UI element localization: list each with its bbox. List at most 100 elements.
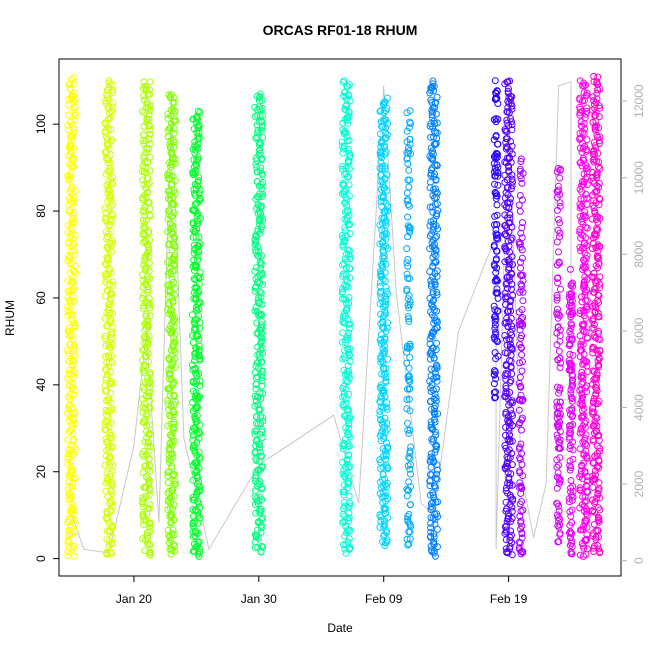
- data-point: [583, 306, 591, 313]
- data-point: [403, 535, 411, 543]
- data-point: [404, 160, 412, 167]
- data-point: [191, 392, 199, 400]
- data-point: [566, 462, 574, 470]
- data-point: [191, 425, 199, 433]
- data-point: [195, 346, 203, 354]
- data-point: [104, 287, 112, 295]
- data-point: [142, 169, 150, 177]
- data-point: [346, 255, 354, 263]
- data-point: [196, 274, 204, 282]
- data-point: [569, 279, 576, 287]
- data-point: [594, 225, 602, 233]
- data-point: [140, 261, 148, 269]
- data-point: [591, 208, 599, 216]
- flight-rf11: [490, 77, 502, 402]
- data-point: [517, 229, 525, 237]
- data-point: [107, 338, 115, 346]
- data-point: [346, 526, 354, 534]
- data-point: [556, 219, 564, 227]
- data-point: [340, 467, 348, 474]
- data-point: [403, 127, 411, 135]
- data-point: [405, 166, 413, 174]
- data-point: [583, 517, 591, 525]
- data-point: [345, 472, 353, 480]
- data-point: [259, 349, 266, 357]
- data-point: [507, 377, 515, 385]
- data-point: [341, 413, 349, 420]
- data-point: [165, 210, 173, 218]
- data-point: [556, 478, 564, 485]
- data-point: [105, 394, 113, 402]
- data-point: [339, 270, 347, 278]
- data-point: [169, 472, 177, 480]
- data-point: [64, 518, 72, 526]
- data-point: [103, 233, 111, 241]
- data-point: [108, 550, 115, 558]
- data-point: [255, 151, 263, 159]
- data-point: [383, 287, 391, 295]
- data-point: [140, 521, 148, 529]
- data-point: [427, 524, 435, 532]
- data-point: [252, 385, 260, 393]
- data-point: [258, 464, 266, 472]
- data-point: [339, 312, 347, 320]
- data-point: [193, 217, 201, 225]
- data-point: [66, 327, 73, 335]
- data-point: [69, 501, 77, 509]
- data-point: [165, 91, 173, 99]
- data-point: [109, 200, 117, 208]
- data-point: [168, 310, 176, 318]
- data-point: [501, 211, 509, 219]
- flight-rf08: [376, 94, 392, 550]
- data-point: [502, 385, 510, 392]
- data-point: [108, 328, 116, 336]
- flight-rf01: [64, 74, 79, 560]
- data-point: [506, 454, 514, 462]
- data-point: [490, 153, 498, 161]
- data-point: [518, 179, 526, 187]
- y-tick-label: 100: [34, 114, 48, 134]
- data-point: [108, 103, 116, 111]
- data-point: [106, 114, 114, 122]
- data-point: [146, 126, 154, 134]
- data-point: [494, 231, 502, 239]
- data-point: [191, 142, 199, 150]
- data-point: [556, 326, 564, 334]
- data-point: [427, 96, 435, 104]
- data-point: [380, 311, 388, 319]
- data-points: [64, 72, 604, 560]
- data-point: [65, 287, 73, 295]
- data-point: [64, 126, 72, 134]
- data-point: [568, 309, 576, 317]
- data-point: [576, 486, 584, 494]
- data-point: [193, 315, 201, 323]
- data-point: [404, 262, 412, 270]
- data-point: [596, 494, 604, 502]
- data-point: [194, 498, 202, 505]
- data-point: [193, 377, 201, 385]
- data-point: [105, 77, 113, 85]
- data-point: [431, 402, 439, 410]
- data-point: [107, 486, 115, 494]
- data-point: [517, 490, 525, 497]
- data-point: [340, 92, 348, 100]
- data-point: [254, 358, 262, 366]
- data-point: [191, 284, 199, 291]
- data-point: [253, 163, 260, 171]
- data-point: [519, 506, 527, 514]
- data-point: [405, 183, 413, 191]
- data-point: [404, 201, 412, 208]
- data-point: [344, 539, 352, 546]
- data-point: [568, 405, 576, 413]
- data-point: [144, 349, 152, 357]
- flight-rf09: [403, 107, 415, 549]
- data-point: [258, 269, 266, 277]
- data-point: [580, 129, 588, 137]
- data-point: [189, 506, 197, 514]
- data-point: [258, 300, 266, 308]
- data-point: [578, 218, 586, 226]
- data-point: [383, 538, 391, 546]
- data-point: [595, 397, 603, 405]
- data-point: [107, 296, 115, 304]
- data-point: [139, 291, 147, 299]
